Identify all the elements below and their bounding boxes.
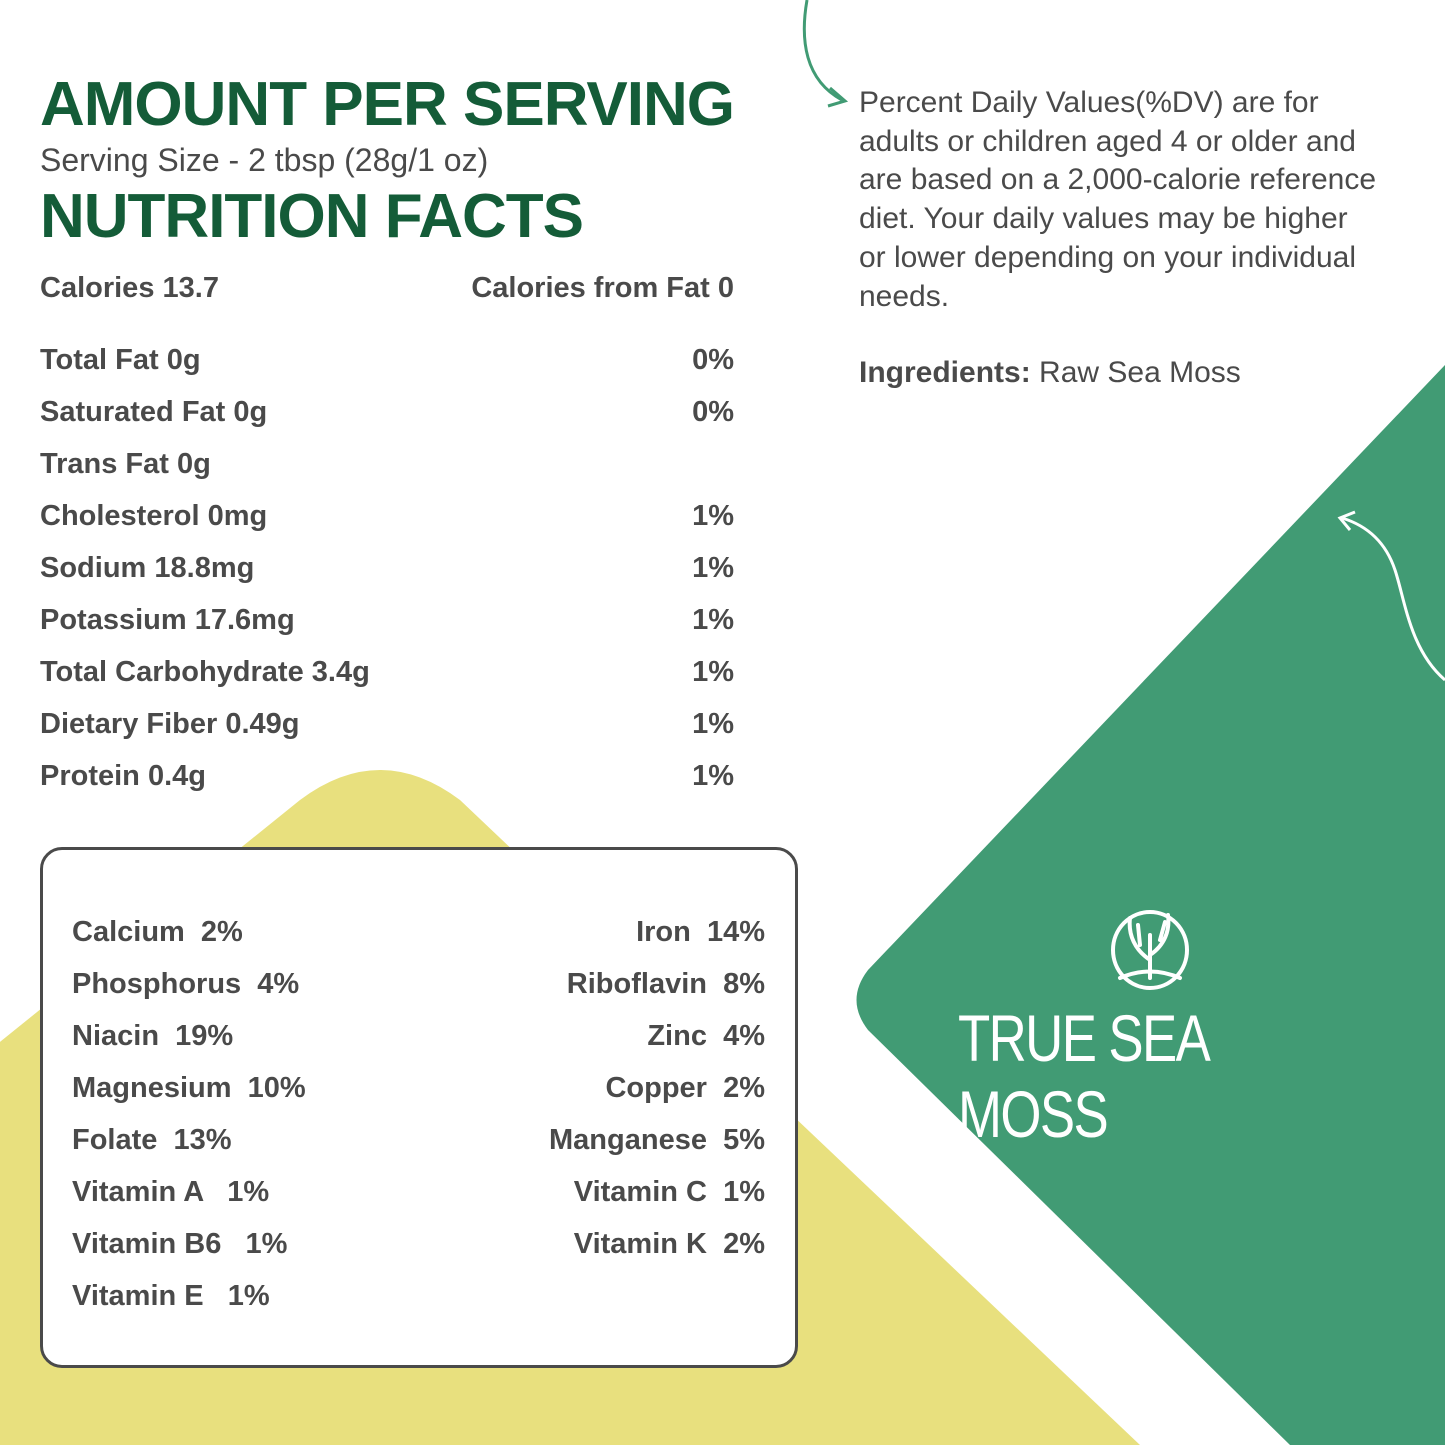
nutrient-name: Sodium 18.8mg: [40, 552, 255, 584]
nutrient-row: Sodium 18.8mg 1%: [40, 552, 734, 585]
nutrient-row: Saturated Fat 0g 0%: [40, 396, 734, 429]
ingredients-value: Raw Sea Moss: [1030, 356, 1241, 390]
nutrient-name: Total Fat 0g: [40, 344, 201, 376]
nutrient-name: Cholesterol 0mg: [40, 500, 268, 532]
vitamin-item: Vitamin E 1%: [72, 1280, 270, 1312]
calories-row: Calories 13.7 Calories from Fat 0: [40, 272, 734, 305]
nutrient-dv: 1%: [692, 604, 734, 636]
vitamin-item: Copper 2%: [605, 1072, 765, 1104]
vitamin-item: Niacin 19%: [72, 1020, 234, 1052]
nutrient-dv: 1%: [692, 552, 734, 584]
ingredients: Ingredients: Raw Sea Moss: [859, 354, 1379, 393]
brand-name: TRUE SEA MOSS: [958, 1001, 1208, 1151]
title-nutrition-facts: NUTRITION FACTS: [40, 182, 584, 251]
green-shape: [856, 365, 1445, 1445]
nutrient-row: Trans Fat 0g: [40, 448, 734, 481]
vitamin-item: Magnesium 10%: [72, 1072, 306, 1104]
nutrient-row: Dietary Fiber 0.49g 1%: [40, 708, 734, 741]
vitamin-item: Vitamin B6 1%: [72, 1228, 288, 1260]
nutrient-name: Protein 0.4g: [40, 760, 206, 792]
nutrient-dv: 1%: [692, 760, 734, 792]
nutrient-dv: 1%: [692, 500, 734, 532]
ingredients-label: Ingredients:: [859, 356, 1031, 390]
vitamin-item: Vitamin C 1%: [573, 1176, 765, 1208]
nutrient-row: Total Carbohydrate 3.4g 1%: [40, 656, 734, 689]
dv-note: Percent Daily Values(%DV) are for adults…: [859, 84, 1379, 393]
arrow-right-icon: [1341, 516, 1445, 682]
nutrient-name: Total Carbohydrate 3.4g: [40, 656, 370, 688]
vitamin-item: Folate 13%: [72, 1124, 232, 1156]
nutrient-row: Total Fat 0g 0%: [40, 344, 734, 377]
nutrient-dv: 1%: [692, 656, 734, 688]
arrow-top-icon: [802, 0, 843, 102]
nutrient-row: Cholesterol 0mg 1%: [40, 500, 734, 533]
vitamin-item: Calcium 2%: [72, 916, 243, 948]
nutrient-dv: 0%: [692, 396, 734, 428]
nutrient-name: Trans Fat 0g: [40, 448, 211, 480]
nutrient-name: Saturated Fat 0g: [40, 396, 268, 428]
serving-size: Serving Size - 2 tbsp (28g/1 oz): [40, 142, 489, 178]
nutrient-row: Protein 0.4g 1%: [40, 760, 734, 793]
nutrient-dv: 1%: [692, 708, 734, 740]
vitamin-item: Riboflavin 8%: [566, 968, 765, 1000]
seaweed-circle-icon: [1111, 910, 1189, 990]
vitamins-left-column: Calcium 2% Phosphorus 4% Niacin 19% Magnesi…: [72, 915, 306, 1331]
vitamin-item: Vitamin A 1%: [72, 1176, 270, 1208]
vitamins-right-column: Iron 14% Riboflavin 8% Zinc 4% Copper 2% Man…: [549, 915, 765, 1279]
nutrient-row: Potassium 17.6mg 1%: [40, 604, 734, 637]
vitamin-item: Phosphorus 4%: [72, 968, 300, 1000]
vitamins-box: Calcium 2% Phosphorus 4% Niacin 19% Magnesi…: [40, 847, 798, 1368]
vitamin-item: Vitamin K 2%: [573, 1228, 765, 1260]
dv-note-text: Percent Daily Values(%DV) are for adults…: [859, 86, 1377, 313]
vitamin-item: Manganese 5%: [549, 1124, 765, 1156]
vitamin-item: Zinc 4%: [647, 1020, 765, 1052]
nutrient-dv: 0%: [692, 344, 734, 376]
nutrient-name: Potassium 17.6mg: [40, 604, 295, 636]
vitamin-item: Iron 14%: [636, 916, 765, 948]
calories-from-fat: Calories from Fat 0: [471, 272, 734, 304]
calories: Calories 13.7: [40, 272, 219, 304]
title-amount-per-serving: AMOUNT PER SERVING: [40, 70, 735, 139]
nutrient-name: Dietary Fiber 0.49g: [40, 708, 300, 740]
